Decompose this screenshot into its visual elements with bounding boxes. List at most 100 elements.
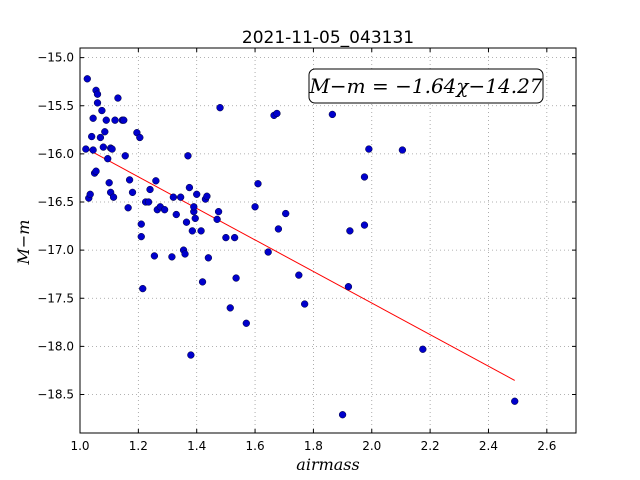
data-point xyxy=(104,155,112,163)
data-point xyxy=(108,145,116,153)
data-point xyxy=(264,248,272,256)
y-tick-label: −17.5 xyxy=(37,291,74,305)
x-tick-label: 2.0 xyxy=(362,439,381,453)
data-point xyxy=(114,94,122,102)
data-point xyxy=(139,284,147,293)
data-point xyxy=(111,116,119,124)
data-point xyxy=(92,167,100,175)
data-point xyxy=(213,215,221,223)
fit-equation-annotation: M−m = −1.64χ−14.27 xyxy=(308,68,544,104)
data-point xyxy=(168,253,176,261)
axis-ticks xyxy=(79,48,576,433)
data-point xyxy=(360,173,369,181)
data-point xyxy=(365,145,373,153)
data-point xyxy=(254,180,262,188)
data-point xyxy=(137,220,145,228)
annotation-text: M−m = −1.64χ−14.27 xyxy=(308,74,542,98)
data-point xyxy=(328,110,337,119)
data-point xyxy=(105,179,113,187)
data-point xyxy=(182,218,191,226)
fit-line xyxy=(88,149,515,381)
data-points xyxy=(82,75,519,419)
data-point xyxy=(93,90,102,98)
data-point xyxy=(99,143,107,151)
data-point xyxy=(169,193,178,201)
data-point xyxy=(188,227,196,235)
data-point xyxy=(136,133,144,142)
data-point xyxy=(338,411,347,419)
x-tick-label: 2.4 xyxy=(479,439,498,453)
y-axis-label: M−m xyxy=(14,220,33,266)
data-point xyxy=(191,214,199,223)
x-tick-label: 1.8 xyxy=(304,439,323,453)
data-point xyxy=(146,185,154,194)
data-point xyxy=(204,254,213,262)
data-point xyxy=(121,152,129,160)
data-point xyxy=(120,116,128,124)
annotation-box xyxy=(308,68,544,104)
data-point xyxy=(181,250,189,258)
data-point xyxy=(203,192,211,200)
data-point xyxy=(137,233,145,241)
fit-line-group xyxy=(88,149,515,381)
data-point xyxy=(216,104,224,112)
data-point xyxy=(232,274,240,282)
data-point xyxy=(128,188,137,197)
data-point xyxy=(344,283,353,291)
data-point xyxy=(346,227,354,235)
data-point xyxy=(160,206,169,214)
x-tick-label: 2.6 xyxy=(537,439,556,453)
data-point xyxy=(295,271,303,279)
grid-lines xyxy=(79,48,576,433)
data-point xyxy=(214,207,223,216)
y-tick-label: −15.5 xyxy=(37,99,74,113)
data-point xyxy=(398,146,407,154)
data-point xyxy=(83,75,91,83)
data-point xyxy=(152,177,160,185)
x-tick-label: 1.6 xyxy=(246,439,265,453)
data-point xyxy=(96,133,105,142)
data-point xyxy=(193,190,201,198)
y-tick-label: −16.5 xyxy=(37,195,74,209)
data-point xyxy=(419,345,427,353)
data-point xyxy=(187,351,195,359)
x-tick-labels: 1.0 1.2 1.4 1.6 1.8 2.0 2.2 2.4 2.6 xyxy=(70,439,556,453)
data-point xyxy=(251,203,259,211)
data-point xyxy=(93,99,102,107)
data-point xyxy=(274,225,283,233)
y-tick-label: −18.0 xyxy=(37,339,74,353)
x-axis-label: airmass xyxy=(296,455,359,474)
data-point xyxy=(222,233,230,242)
data-point xyxy=(82,145,90,153)
x-tick-label: 1.0 xyxy=(70,439,89,453)
data-point xyxy=(184,152,192,160)
data-point xyxy=(177,193,185,201)
data-point xyxy=(273,109,281,118)
y-tick-label: −18.5 xyxy=(37,388,74,402)
data-point xyxy=(197,227,205,235)
data-point xyxy=(125,176,134,184)
y-tick-labels: −15.0 −15.5 −16.0 −16.5 −17.0 −17.5 −18.0 −18.5 xyxy=(37,51,74,402)
data-point xyxy=(301,300,309,308)
data-point xyxy=(102,116,110,124)
x-tick-label: 1.4 xyxy=(187,439,206,453)
data-point xyxy=(190,203,198,211)
data-point xyxy=(109,193,118,201)
data-point xyxy=(101,128,109,136)
data-point xyxy=(124,204,132,212)
data-point xyxy=(88,132,96,141)
data-point xyxy=(98,106,106,115)
data-point xyxy=(150,252,159,260)
data-point xyxy=(144,198,153,206)
data-point xyxy=(242,319,250,327)
data-point xyxy=(86,190,94,198)
y-tick-label: −17.0 xyxy=(37,243,74,257)
data-point xyxy=(89,114,97,122)
x-tick-label: 2.2 xyxy=(421,439,440,453)
data-point xyxy=(511,397,519,405)
data-point xyxy=(282,209,290,218)
x-tick-label: 1.2 xyxy=(129,439,148,453)
y-tick-label: −16.0 xyxy=(37,147,74,161)
data-point xyxy=(198,278,207,286)
